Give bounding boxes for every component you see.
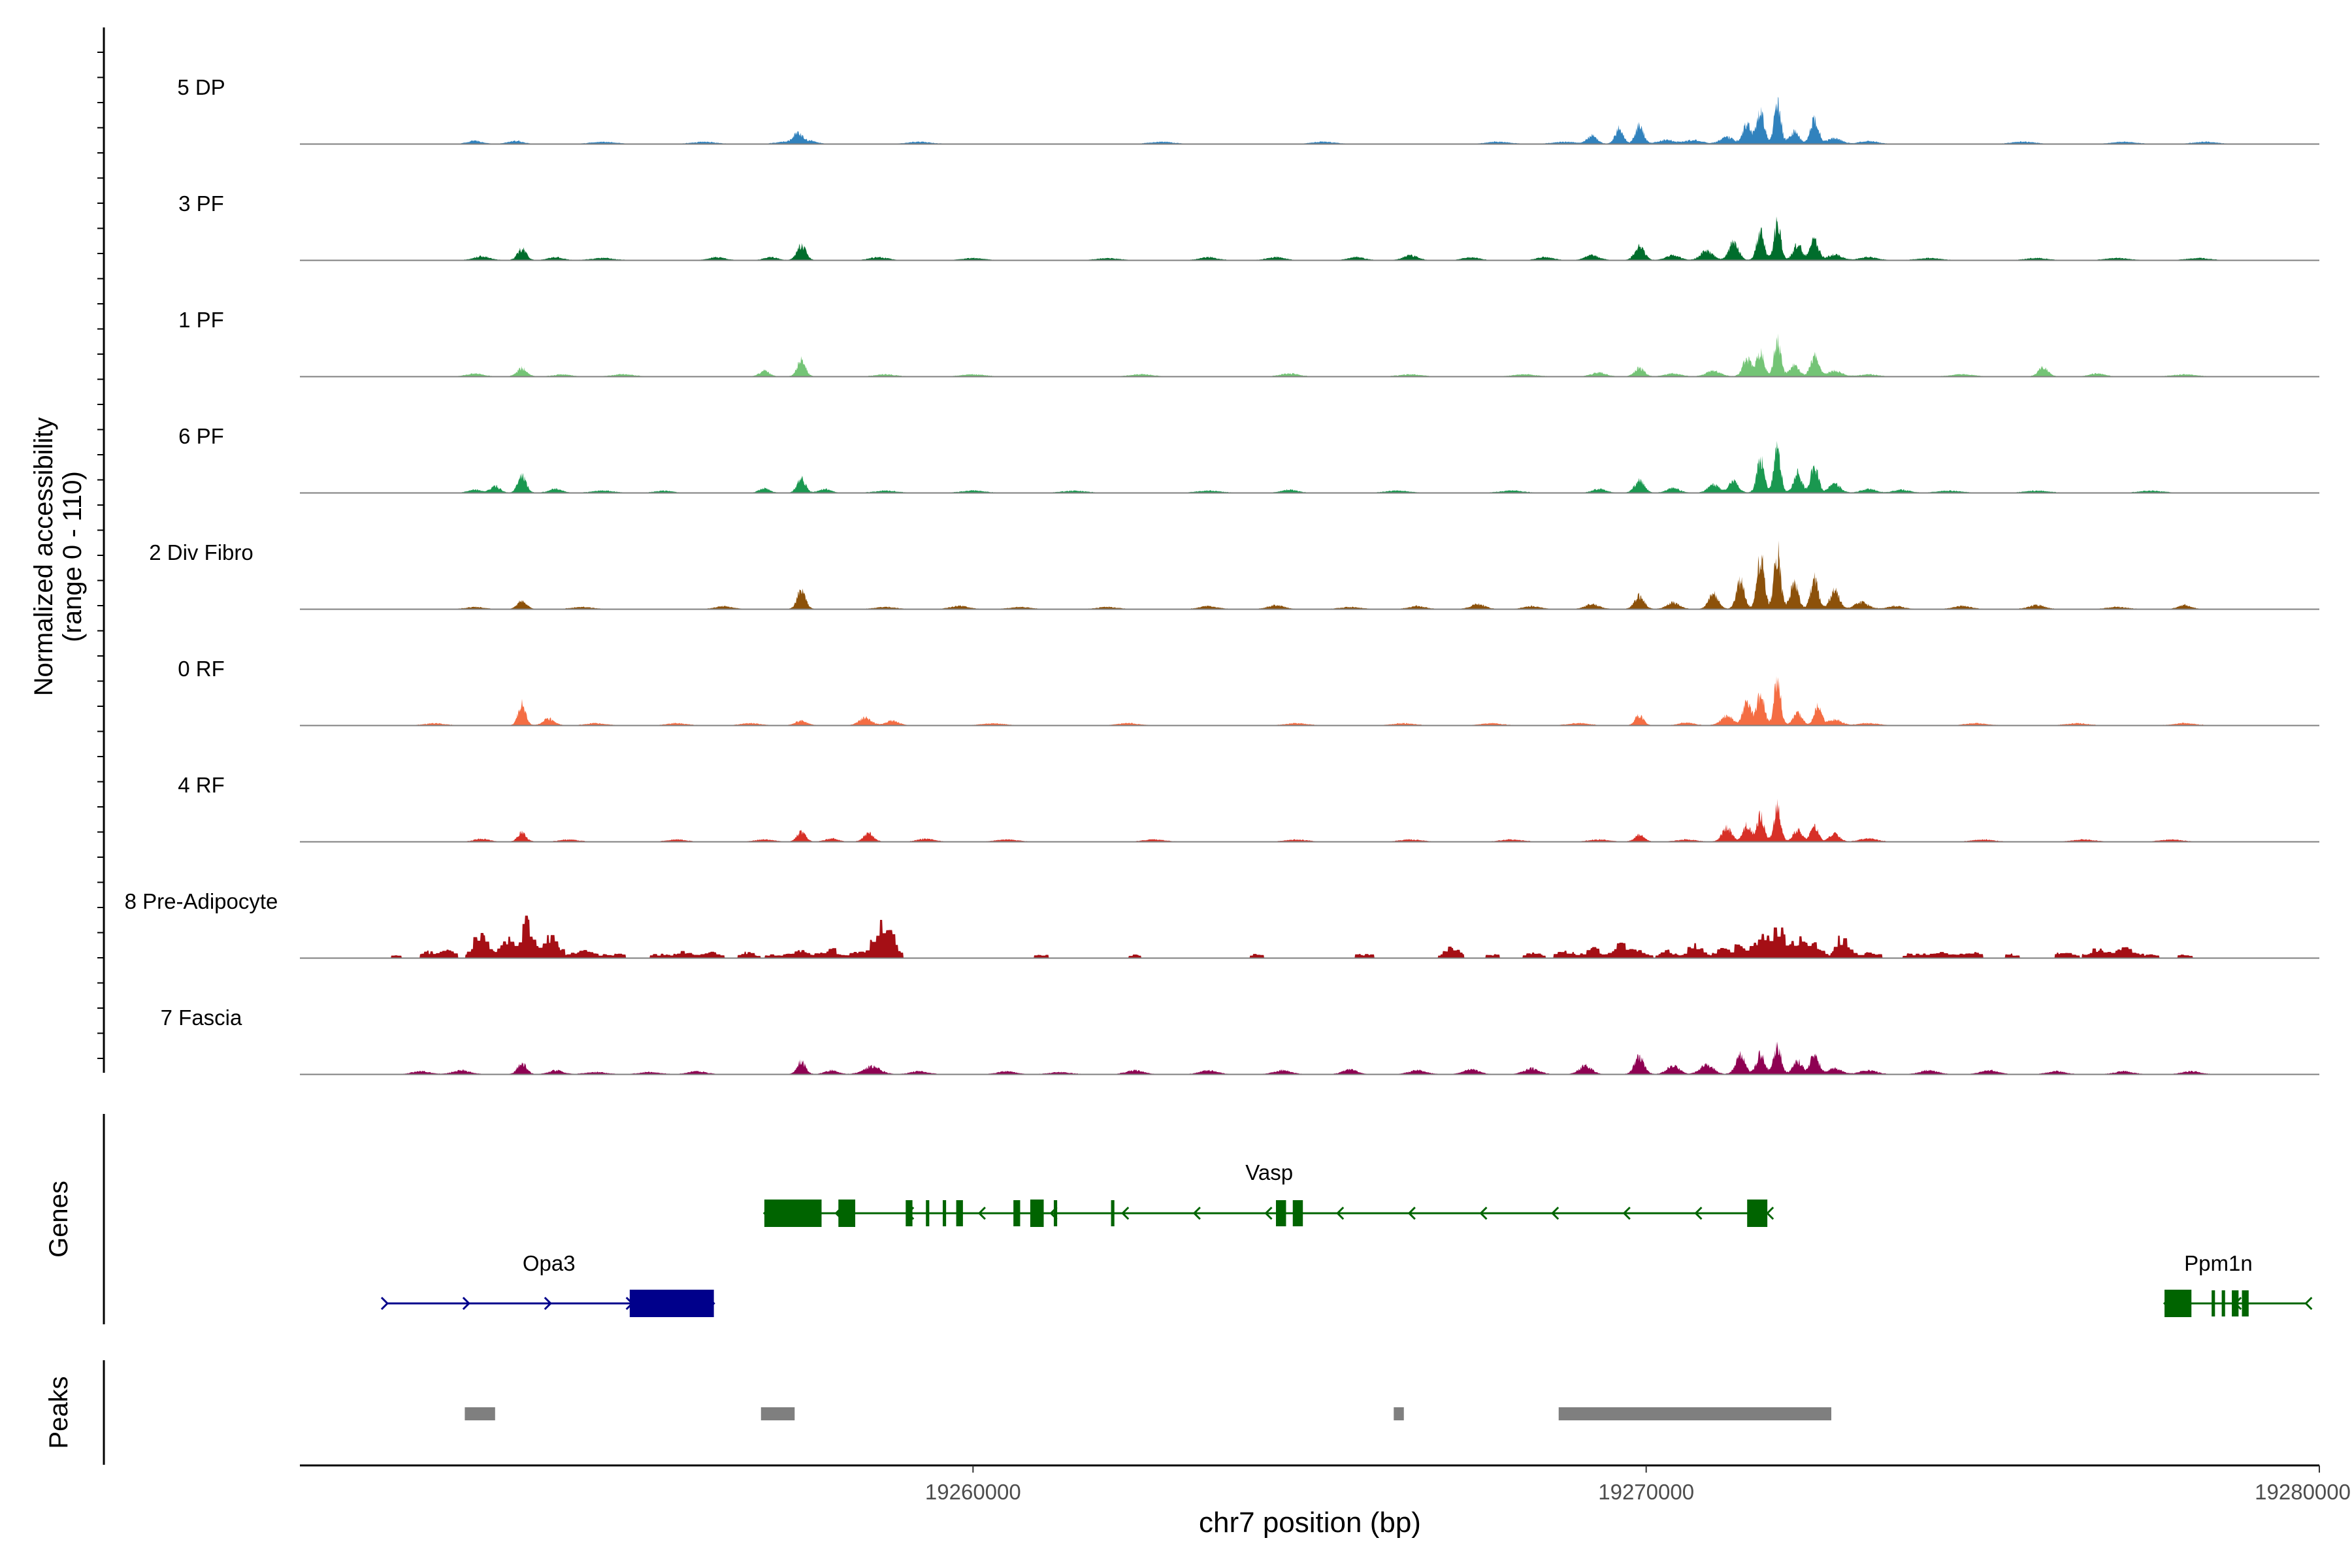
strand-arrow	[977, 1206, 986, 1220]
exon	[1275, 1200, 1286, 1226]
strand-arrow	[1766, 1206, 1774, 1220]
exon	[1747, 1200, 1768, 1227]
track-label: 0 RF	[178, 657, 225, 681]
peak-region	[1558, 1407, 1832, 1420]
track-label: 5 DP	[177, 75, 225, 99]
genes-panel-title: Genes	[44, 1181, 73, 1258]
coverage-tracks: 5 DP 3 PF 1 PF 6 PF 2 Div Fibro 0 RF 4 RF 8 Pre…	[125, 75, 2319, 1075]
track-0-rf: 0 RF	[178, 657, 2319, 727]
exon	[2164, 1290, 2192, 1317]
peak-regions	[465, 1407, 1832, 1420]
strand-arrow	[462, 1296, 470, 1311]
track-label: 7 Fascia	[161, 1005, 242, 1030]
strand-arrow	[544, 1296, 552, 1311]
exon	[1111, 1200, 1115, 1226]
track-5-dp: 5 DP	[177, 75, 2319, 145]
track-4-rf: 4 RF	[178, 773, 2319, 843]
x-axis-ticks: 19260000 19270000 19280000	[925, 1465, 2351, 1504]
track-label: 1 PF	[178, 308, 224, 332]
track-6-pf: 6 PF	[178, 424, 2319, 494]
coverage-area-5-dp	[300, 97, 2306, 144]
track-label: 8 Pre-Adipocyte	[125, 889, 278, 913]
track-label: 6 PF	[178, 424, 224, 448]
x-axis-title: chr7 position (bp)	[1199, 1507, 1421, 1539]
coverage-area-6-pf	[300, 440, 2306, 493]
track-3-pf: 3 PF	[178, 191, 2319, 261]
gene-vasp: Vasp	[762, 1160, 1774, 1227]
coverage-area-8-pre-adipocyte	[300, 915, 2306, 958]
strand-arrow	[2304, 1296, 2313, 1311]
exon	[942, 1200, 947, 1226]
exon	[906, 1200, 913, 1226]
gene-ppm1n: Ppm1n	[2163, 1251, 2313, 1317]
strand-arrow	[1622, 1206, 1631, 1220]
x-axis-tick-label: 19260000	[925, 1480, 1021, 1504]
exon	[764, 1200, 822, 1227]
exon	[956, 1200, 963, 1226]
exon	[1030, 1200, 1044, 1227]
gene-opa3: Opa3	[380, 1251, 715, 1317]
gene-label: Vasp	[1245, 1160, 1293, 1184]
peak-region	[465, 1407, 495, 1420]
y-axis-title-line2: (range 0 - 110)	[58, 471, 87, 642]
peak-region	[1394, 1407, 1404, 1420]
track-1-pf: 1 PF	[178, 308, 2319, 378]
strand-arrow	[1192, 1206, 1201, 1220]
exon	[926, 1200, 930, 1226]
track-label: 3 PF	[178, 191, 224, 216]
strand-arrow	[1479, 1206, 1488, 1220]
exon	[1053, 1200, 1058, 1226]
exon	[629, 1290, 714, 1317]
coverage-area-2-div-fibro	[300, 540, 2306, 609]
track-label: 2 Div Fibro	[149, 540, 253, 564]
coverage-area-3-pf	[300, 216, 2306, 260]
track-label: 4 RF	[178, 773, 225, 797]
coverage-area-4-rf	[300, 798, 2306, 841]
exon	[1013, 1200, 1021, 1226]
strand-arrow	[1551, 1206, 1560, 1220]
strand-arrow	[1264, 1206, 1273, 1220]
track-2-div-fibro: 2 Div Fibro	[149, 540, 2319, 610]
gene-label: Ppm1n	[2184, 1251, 2253, 1275]
peak-region	[760, 1407, 795, 1420]
tracks-y-axis-ticks	[97, 52, 104, 1059]
exon	[1292, 1200, 1303, 1226]
gene-label: Opa3	[523, 1251, 576, 1275]
strand-arrow	[380, 1296, 389, 1311]
track-8-pre-adipocyte: 8 Pre-Adipocyte	[125, 889, 2319, 959]
x-axis-tick-label: 19280000	[2255, 1480, 2351, 1504]
exon	[2242, 1290, 2249, 1316]
coverage-area-7-fascia	[300, 1041, 2306, 1074]
gene-annotations: Vasp Opa3 Ppm1n	[380, 1160, 2313, 1317]
strand-arrow	[1694, 1206, 1703, 1220]
coverage-area-0-rf	[300, 676, 2306, 725]
x-axis-tick-label: 19270000	[1598, 1480, 1694, 1504]
peaks-panel-title: Peaks	[44, 1376, 73, 1448]
track-7-fascia: 7 Fascia	[161, 1005, 2319, 1075]
exon	[2232, 1290, 2239, 1316]
exon	[2212, 1290, 2215, 1316]
exon	[838, 1200, 856, 1227]
coverage-area-1-pf	[300, 333, 2306, 376]
strand-arrow	[1121, 1206, 1130, 1220]
exon	[2221, 1290, 2225, 1316]
strand-arrow	[1407, 1206, 1416, 1220]
y-axis-title-line1: Normalized accessibility	[29, 417, 58, 696]
strand-arrow	[1336, 1206, 1345, 1220]
